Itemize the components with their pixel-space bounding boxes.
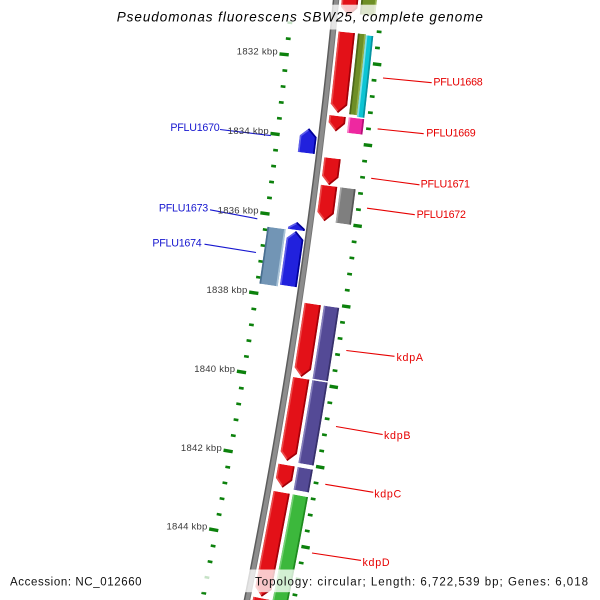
svg-text:Topology: circular; Length: 6,: Topology: circular; Length: 6,722,539 bp… [255,577,589,589]
svg-text:1842 kbp: 1842 kbp [181,443,222,454]
svg-text:1832 kbp: 1832 kbp [237,47,278,58]
svg-text:PFLU1673: PFLU1673 [159,203,208,215]
svg-text:1836 kbp: 1836 kbp [218,206,259,217]
svg-text:kdpB: kdpB [384,430,411,442]
svg-text:1844 kbp: 1844 kbp [167,522,208,533]
svg-text:Pseudomonas fluorescens SBW25,: Pseudomonas fluorescens SBW25, complete … [117,10,484,25]
svg-text:1840 kbp: 1840 kbp [194,364,235,375]
svg-text:kdpC: kdpC [374,489,402,501]
svg-text:PFLU1669: PFLU1669 [426,128,475,140]
svg-text:PFLU1670: PFLU1670 [170,122,219,134]
svg-text:PFLU1672: PFLU1672 [417,209,466,221]
svg-text:kdpD: kdpD [363,557,391,569]
svg-text:PFLU1668: PFLU1668 [433,77,482,89]
svg-text:PFLU1674: PFLU1674 [152,238,201,250]
svg-text:1838 kbp: 1838 kbp [207,285,248,296]
svg-text:PFLU1671: PFLU1671 [421,179,470,191]
svg-text:kdpA: kdpA [397,352,424,364]
svg-text:1834 kbp: 1834 kbp [228,126,269,137]
svg-text:Accession: NC_012660: Accession: NC_012660 [10,577,142,589]
